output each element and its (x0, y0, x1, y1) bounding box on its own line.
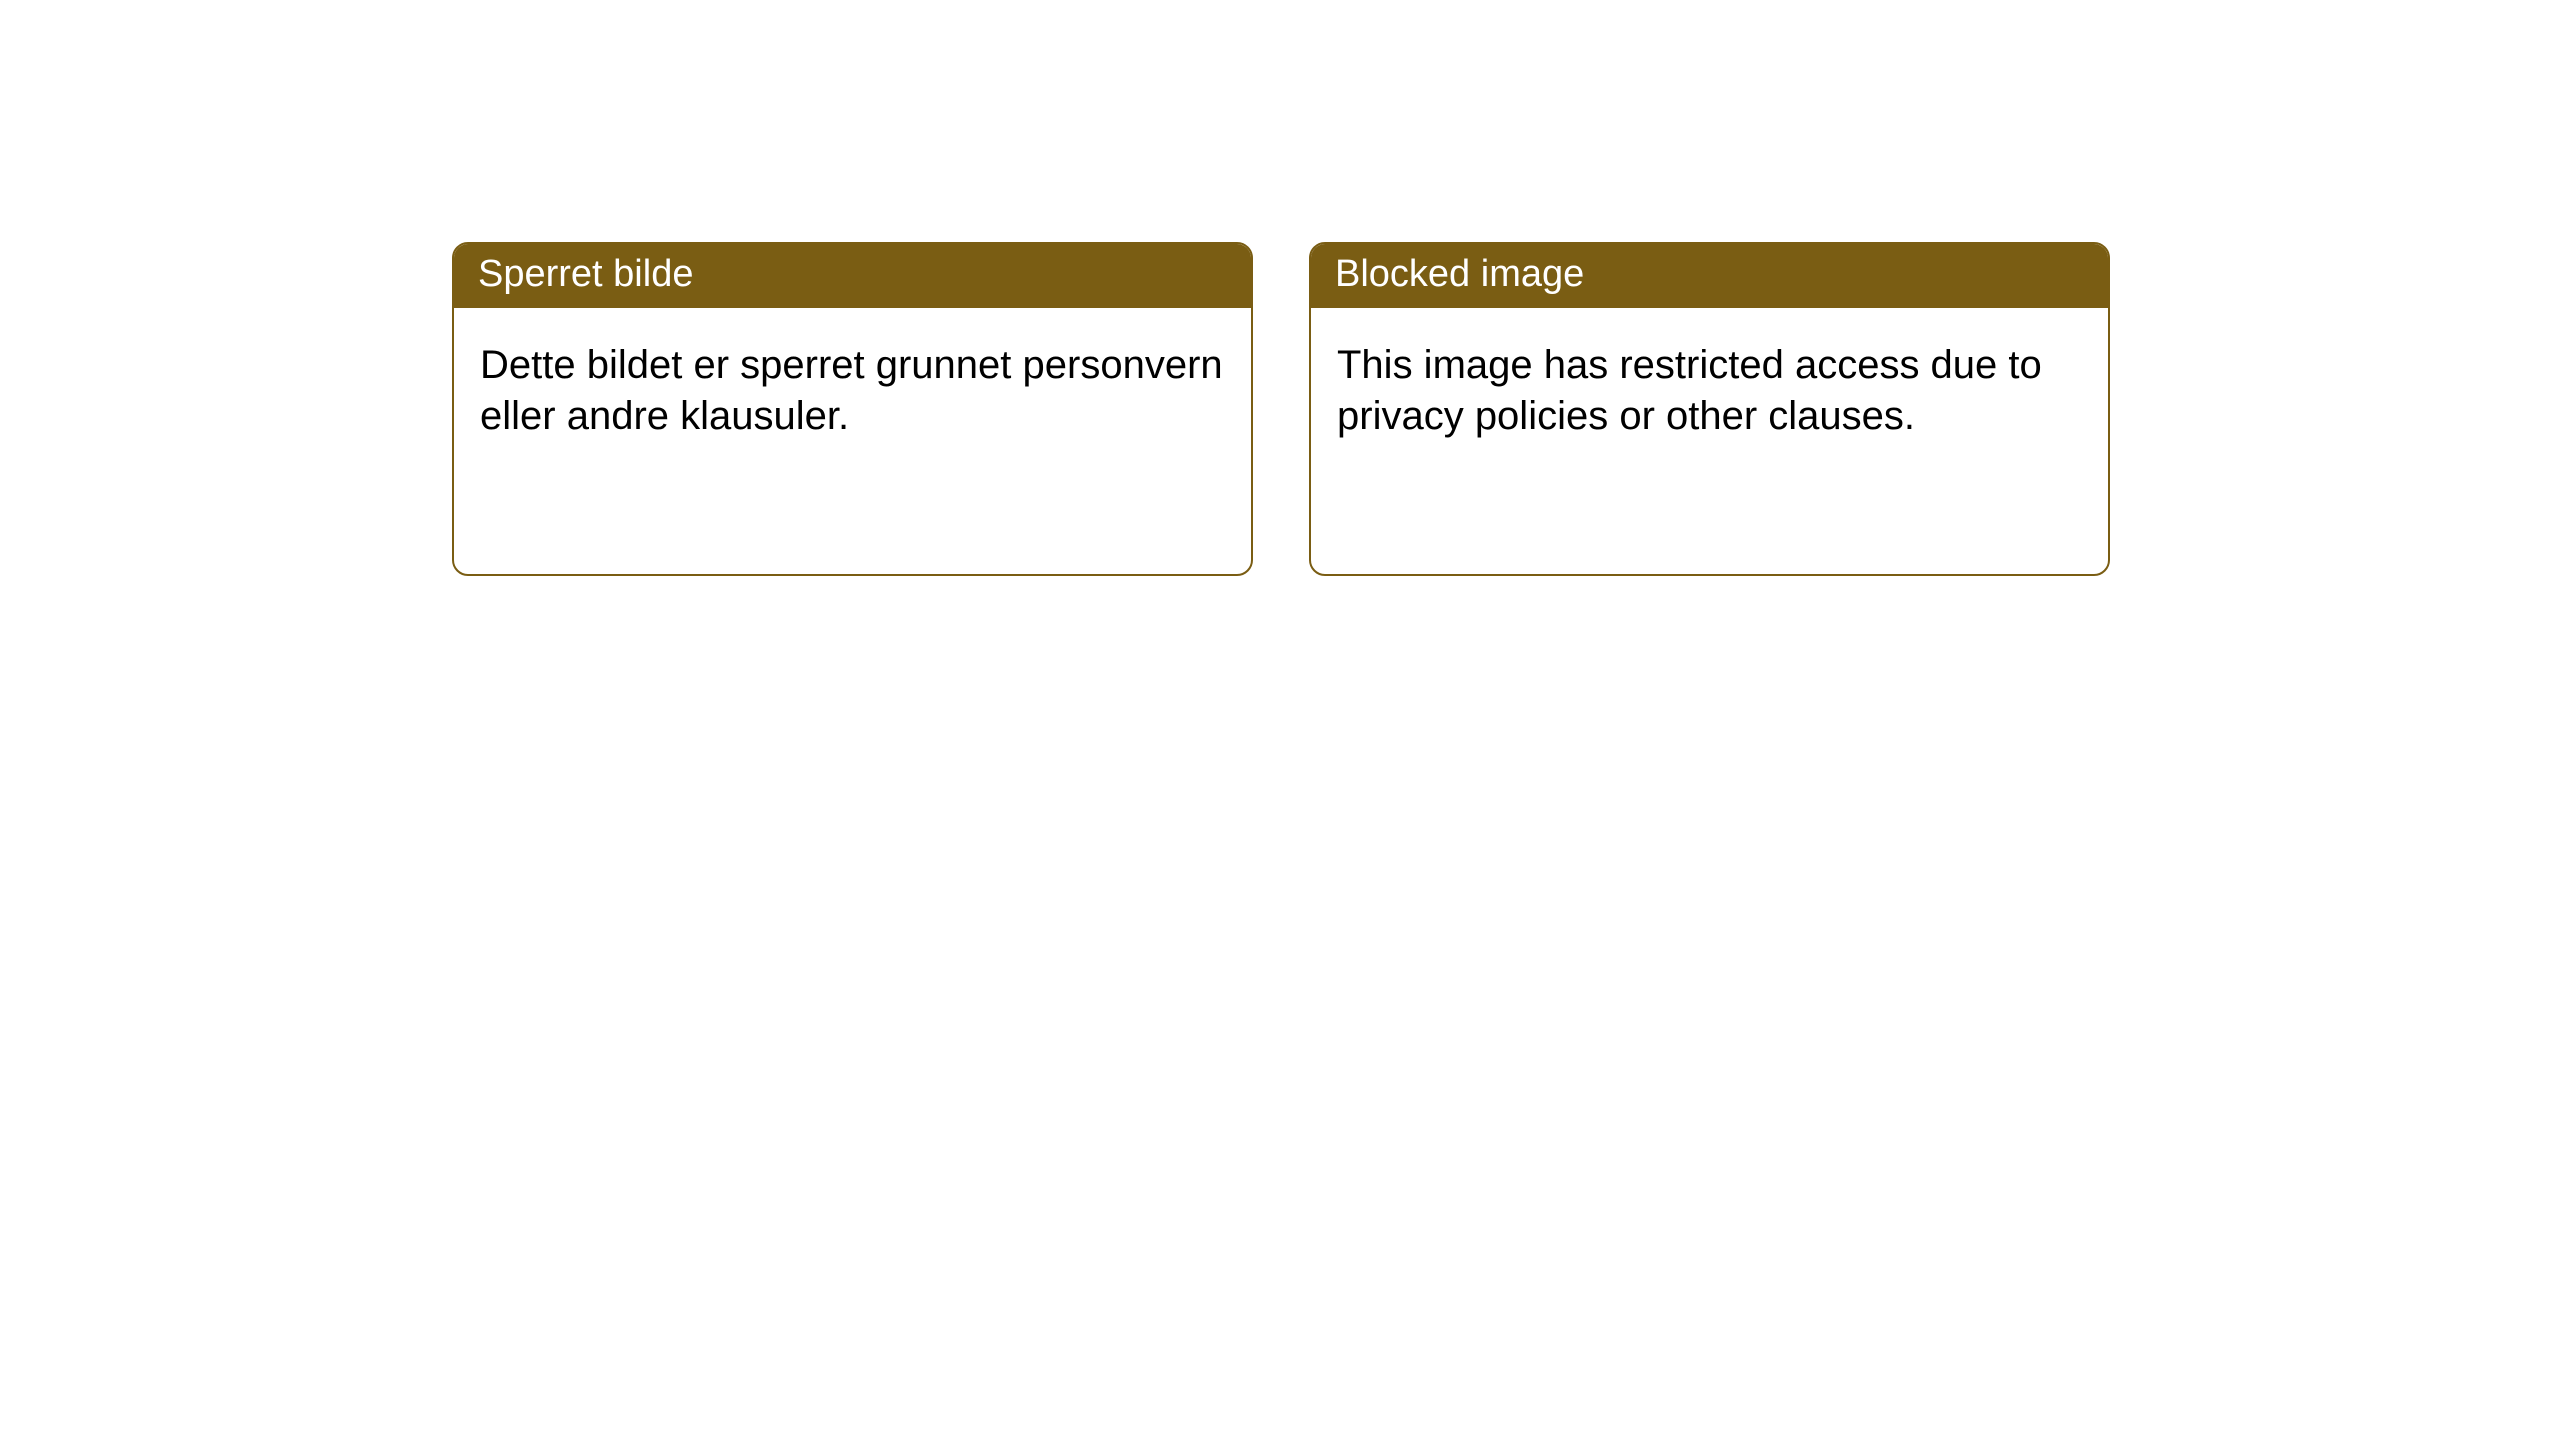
notice-card-english: Blocked image This image has restricted … (1309, 242, 2110, 576)
notice-cards-container: Sperret bilde Dette bildet er sperret gr… (0, 0, 2560, 576)
notice-card-norwegian: Sperret bilde Dette bildet er sperret gr… (452, 242, 1253, 576)
notice-card-header: Blocked image (1311, 244, 2108, 308)
notice-card-header: Sperret bilde (454, 244, 1251, 308)
notice-card-body: This image has restricted access due to … (1311, 308, 2108, 474)
notice-card-body: Dette bildet er sperret grunnet personve… (454, 308, 1251, 474)
